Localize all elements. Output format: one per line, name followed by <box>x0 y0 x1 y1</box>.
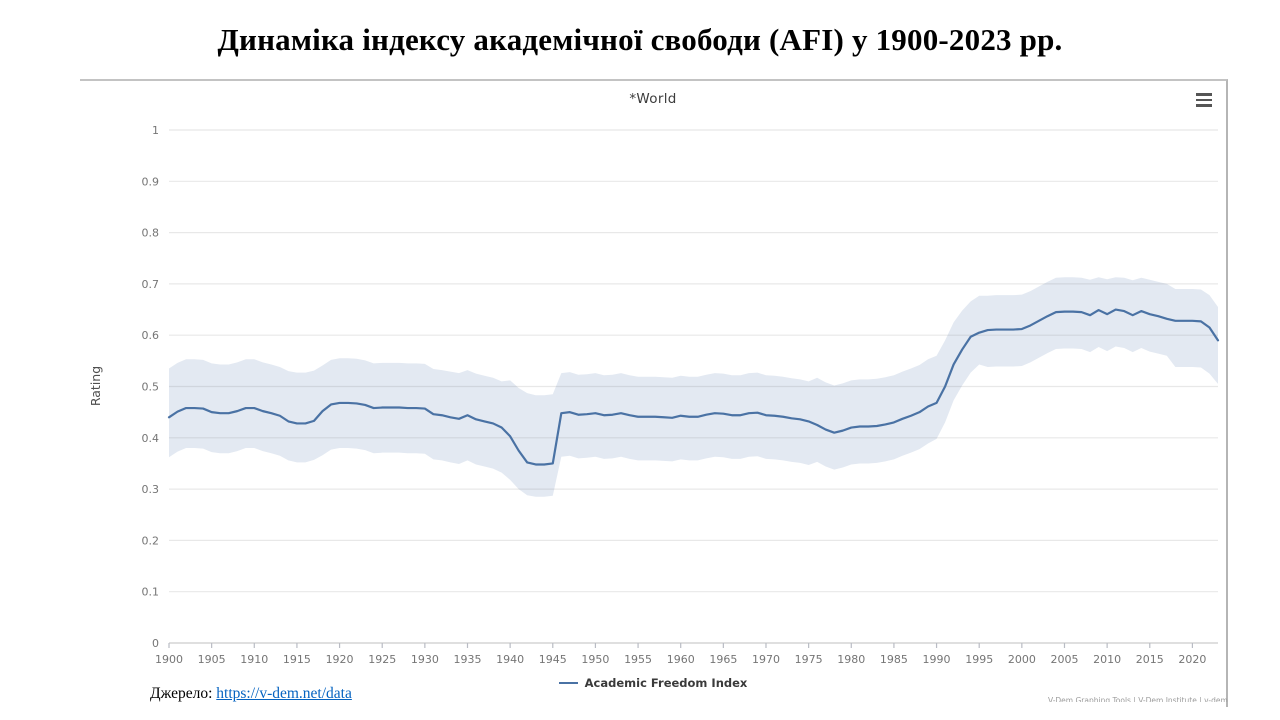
y-tick-label: 0.5 <box>142 381 160 394</box>
x-tick-label: 2000 <box>1008 653 1036 666</box>
y-tick-label: 0.1 <box>142 586 160 599</box>
y-tick-label: 1 <box>152 124 159 137</box>
x-tick-label: 1935 <box>453 653 481 666</box>
y-tick-label: 0.6 <box>142 329 160 342</box>
x-tick-label: 1940 <box>496 653 524 666</box>
x-tick-label: 2015 <box>1136 653 1164 666</box>
x-tick-label: 1905 <box>198 653 226 666</box>
x-tick-label: 2010 <box>1093 653 1121 666</box>
x-tick-label: 1930 <box>411 653 439 666</box>
x-tick-label: 1920 <box>326 653 354 666</box>
afi-series-line <box>167 308 1220 466</box>
afi-line-chart[interactable]: 0 0.1 0.2 0.3 0.4 0.5 0.6 0.7 0.8 0.9 1 1900 1905 191… <box>80 81 1228 709</box>
y-tick-label: 0.7 <box>142 278 160 291</box>
x-tick-label: 1900 <box>155 653 183 666</box>
chart-panel: 0 0.1 0.2 0.3 0.4 0.5 0.6 0.7 0.8 0.9 1 1900 1905 191… <box>80 79 1228 707</box>
y-tick-label: 0.8 <box>142 227 160 240</box>
source-caption: Джерело: https://v-dem.net/data <box>150 685 352 703</box>
chart-legend: Academic Freedom Index <box>80 676 1226 690</box>
x-tick-label: 1950 <box>581 653 609 666</box>
x-tick-label: 1915 <box>283 653 311 666</box>
x-tick-label: 1975 <box>795 653 823 666</box>
legend-line-swatch <box>558 681 578 685</box>
x-tick-label: 1910 <box>240 653 268 666</box>
x-tick-label: 1995 <box>965 653 993 666</box>
x-tick-label: 1925 <box>368 653 396 666</box>
source-label: Джерело: <box>150 685 213 702</box>
y-tick-label: 0.2 <box>142 534 160 547</box>
x-tick-label: 1980 <box>837 653 865 666</box>
chart-subtitle-world: *World <box>629 91 677 107</box>
x-tick-label: 2020 <box>1178 653 1206 666</box>
source-link[interactable]: https://v-dem.net/data <box>216 685 352 702</box>
y-tick-label: 0.9 <box>142 175 160 188</box>
x-tick-label: 1970 <box>752 653 780 666</box>
hamburger-bar <box>1196 98 1212 102</box>
y-tick-label: 0.4 <box>142 432 160 445</box>
x-tick-label: 1960 <box>667 653 695 666</box>
x-tick-label: 1990 <box>923 653 951 666</box>
y-axis-title: Rating <box>88 365 103 407</box>
x-tick-label: 1945 <box>539 653 567 666</box>
page-title: Динаміка індексу академічної свободи (AF… <box>217 22 1063 57</box>
y-tick-label: 0 <box>152 637 159 650</box>
hamburger-bar <box>1196 93 1212 96</box>
legend-label: Academic Freedom Index <box>584 676 748 690</box>
confidence-band <box>169 277 1218 497</box>
hamburger-menu-icon[interactable] <box>1196 93 1212 107</box>
x-tick-label: 1985 <box>880 653 908 666</box>
x-tick-label: 1965 <box>709 653 737 666</box>
x-tick-label: 1955 <box>624 653 652 666</box>
attribution-text-partial: V-Dem Graphing Tools | V-Dem Institute |… <box>1048 696 1228 702</box>
y-tick-label: 0.3 <box>142 483 160 496</box>
x-tick-label: 2005 <box>1050 653 1078 666</box>
hamburger-bar <box>1196 104 1212 107</box>
